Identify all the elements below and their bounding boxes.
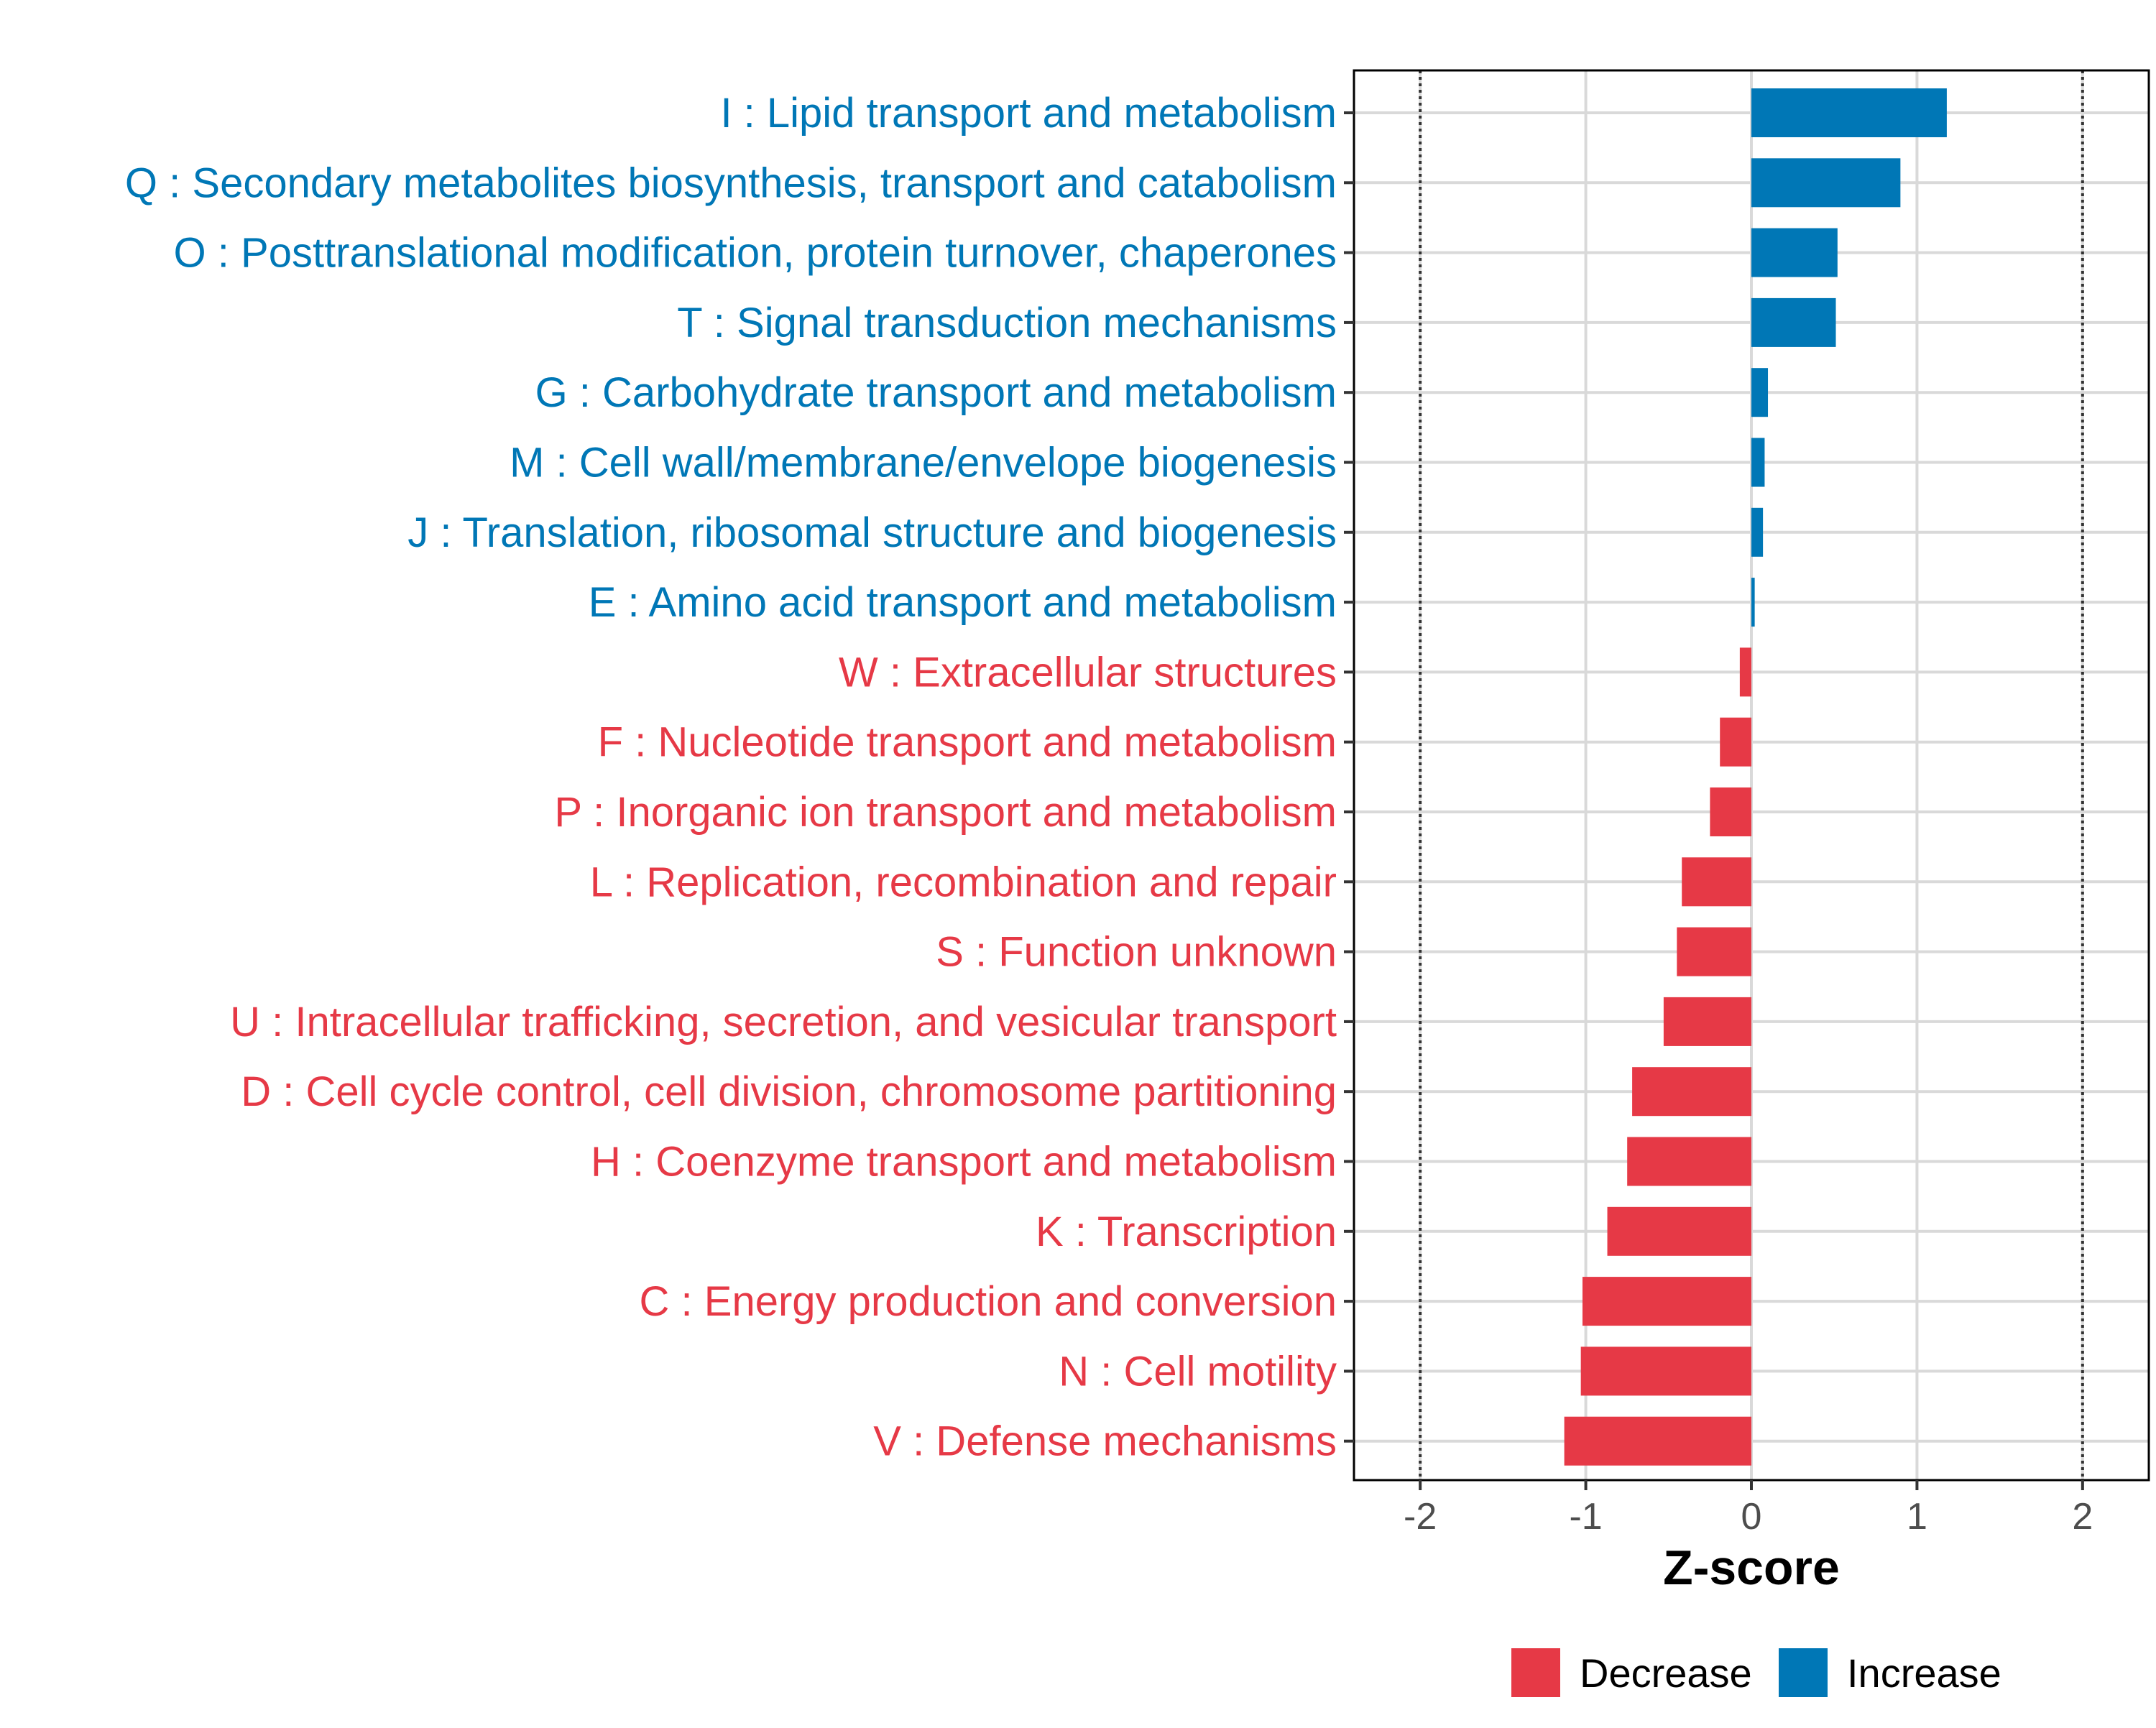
bar bbox=[1720, 717, 1751, 767]
category-label: N : Cell motility bbox=[1059, 1348, 1337, 1395]
legend-key bbox=[1511, 1648, 1560, 1697]
bar bbox=[1710, 787, 1751, 836]
x-tick-label: 1 bbox=[1907, 1496, 1927, 1538]
bar bbox=[1751, 88, 1947, 137]
x-tick-label: -2 bbox=[1404, 1496, 1437, 1538]
category-label: T : Signal transduction mechanisms bbox=[677, 300, 1337, 346]
bar bbox=[1564, 1416, 1751, 1466]
category-label: L : Replication, recombination and repai… bbox=[590, 859, 1337, 905]
x-axis-title: Z-score bbox=[1663, 1540, 1840, 1595]
x-tick-label: -1 bbox=[1569, 1496, 1602, 1538]
bar bbox=[1751, 368, 1769, 417]
category-label: M : Cell wall/membrane/envelope biogenes… bbox=[510, 440, 1337, 486]
bar bbox=[1663, 997, 1751, 1046]
bar bbox=[1677, 927, 1751, 976]
bar bbox=[1580, 1346, 1751, 1396]
bar bbox=[1751, 228, 1838, 277]
axis-ticks bbox=[1344, 111, 1354, 1443]
category-labels: I : Lipid transport and metabolism Q : Se… bbox=[125, 90, 1337, 1465]
bar bbox=[1751, 158, 1901, 208]
bar bbox=[1582, 1277, 1751, 1326]
legend-key bbox=[1779, 1648, 1828, 1697]
bar bbox=[1739, 647, 1751, 697]
x-tick-label: 0 bbox=[1741, 1496, 1762, 1538]
category-label: F : Nucleotide transport and metabolism bbox=[598, 719, 1337, 766]
bar bbox=[1751, 438, 1765, 487]
category-label: D : Cell cycle control, cell division, c… bbox=[241, 1068, 1337, 1115]
reference-lines bbox=[1419, 70, 2084, 1480]
category-label: G : Carbohydrate transport and metabolis… bbox=[535, 369, 1337, 416]
category-label: V : Defense mechanisms bbox=[873, 1418, 1337, 1465]
category-label: W : Extracellular structures bbox=[839, 649, 1337, 696]
category-label: K : Transcription bbox=[1036, 1209, 1337, 1255]
category-label: Q : Secondary metabolites biosynthesis, … bbox=[125, 160, 1337, 206]
bar bbox=[1751, 507, 1764, 557]
category-label: U : Intracellular trafficking, secretion… bbox=[230, 999, 1337, 1045]
x-axis: -2 -1 0 1 2 bbox=[1404, 1480, 2093, 1538]
bars bbox=[1564, 88, 1947, 1466]
legend-label: Increase bbox=[1847, 1650, 2001, 1696]
category-label: C : Energy production and conversion bbox=[640, 1278, 1337, 1325]
category-label: J : Translation, ribosomal structure and… bbox=[407, 509, 1337, 556]
category-label: E : Amino acid transport and metabolism bbox=[589, 579, 1337, 626]
category-label: O : Posttranslational modification, prot… bbox=[174, 230, 1337, 277]
grid-layer bbox=[1354, 70, 2149, 1480]
bar bbox=[1607, 1206, 1751, 1256]
bar bbox=[1632, 1067, 1751, 1117]
bar bbox=[1751, 578, 1755, 627]
legend-label: Decrease bbox=[1580, 1650, 1752, 1696]
category-label: I : Lipid transport and metabolism bbox=[720, 90, 1337, 137]
category-label: S : Function unknown bbox=[936, 929, 1337, 976]
x-tick-label: 2 bbox=[2072, 1496, 2093, 1538]
category-label: P : Inorganic ion transport and metaboli… bbox=[554, 789, 1337, 836]
bar bbox=[1751, 297, 1836, 347]
category-label: H : Coenzyme transport and metabolism bbox=[591, 1139, 1337, 1186]
legend: Decrease Increase bbox=[1511, 1648, 2001, 1697]
bar bbox=[1627, 1137, 1751, 1186]
bar bbox=[1682, 857, 1751, 907]
